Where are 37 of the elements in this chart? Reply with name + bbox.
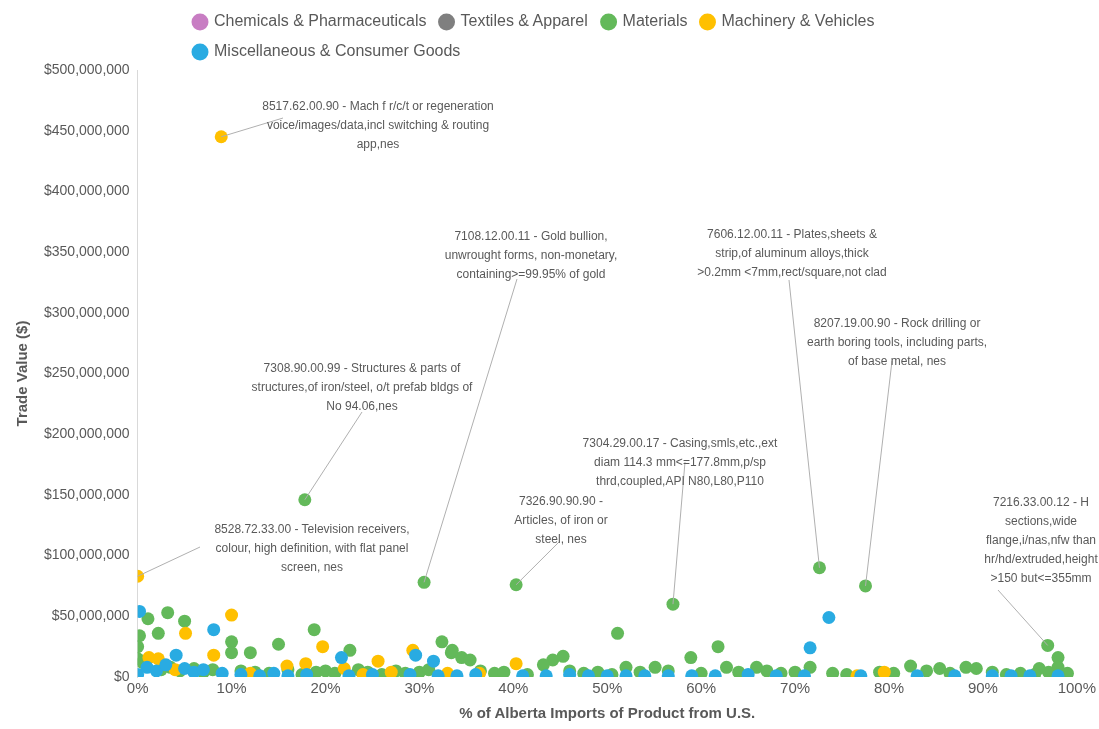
y-tick-label: $350,000,000 bbox=[44, 242, 130, 259]
x-tick-label: 100% bbox=[1057, 679, 1097, 697]
legend-label: Miscellaneous & Consumer Goods bbox=[214, 42, 461, 60]
x-tick-label: 90% bbox=[967, 679, 998, 697]
annotation: 8517.62.00.90 - Mach f r/c/t or regeneration voice/images/data,incl switching & routing app,nes bbox=[262, 99, 494, 152]
y-tick-label: $0 bbox=[114, 667, 130, 684]
y-tick-label: $400,000,000 bbox=[44, 182, 130, 199]
y-tick-label: $450,000,000 bbox=[44, 121, 130, 138]
x-tick-label: 80% bbox=[873, 679, 904, 697]
y-axis-title: Trade Value ($) bbox=[13, 320, 31, 427]
y-tick-label: $150,000,000 bbox=[44, 485, 130, 502]
annotation: 7308.90.00.99 - Structures & parts of structures,of iron/steel, o/t prefab bldgs of No 94.06,nes bbox=[251, 361, 474, 414]
legend-label: Chemicals & Pharmaceuticals bbox=[214, 12, 427, 30]
x-tick-label: 40% bbox=[498, 679, 529, 697]
annotation: 8207.19.00.90 - Rock drilling or earth boring tools, including parts, of base metal, nes bbox=[806, 316, 988, 369]
x-tick-label: 10% bbox=[216, 679, 247, 697]
annotation: 7108.12.00.11 - Gold bullion, unwrought forms, non-monetary, containing>=99.95% of gold bbox=[444, 229, 618, 282]
x-axis-title: % of Alberta Imports of Product from U.S. bbox=[459, 704, 756, 722]
annotation: 7326.90.90.90 - Articles, of iron or steel, nes bbox=[514, 494, 608, 547]
legend-label: Textiles & Apparel bbox=[460, 12, 588, 30]
annotation: 7304.29.00.17 - Casing,smls,etc.,ext diam 114.3 mm<=177.8mm,p/sp thrd,coupled,API N80,L80,P110 bbox=[582, 436, 779, 489]
x-tick-label: 60% bbox=[686, 679, 717, 697]
y-tick-label: $200,000,000 bbox=[44, 425, 130, 442]
legend-label: Materials bbox=[622, 12, 688, 30]
y-tick-label: $250,000,000 bbox=[44, 364, 130, 381]
x-tick-label: 70% bbox=[780, 679, 811, 697]
y-tick-label: $500,000,000 bbox=[44, 60, 130, 77]
y-tick-label: $50,000,000 bbox=[51, 607, 130, 624]
y-tick-label: $300,000,000 bbox=[44, 303, 130, 320]
x-tick-label: 20% bbox=[310, 679, 341, 697]
y-tick-label: $100,000,000 bbox=[44, 546, 130, 563]
annotation: 7606.12.00.11 - Plates,sheets & strip,of aluminum alloys,thick >0.2mm <7mm,rect/square,not clad bbox=[697, 227, 887, 280]
legend-label: Machinery & Vehicles bbox=[721, 12, 875, 30]
x-tick-label: 50% bbox=[592, 679, 623, 697]
x-tick-label: 30% bbox=[404, 679, 435, 697]
annotation: 8528.72.33.00 - Television receivers, colour, high definition, with flat panel screen, nes bbox=[214, 522, 410, 575]
annotation: 7216.33.00.12 - H sections,wide flange,i/nas,nfw than hr/hd/extruded,height >150 but<=355mm bbox=[984, 495, 1099, 586]
